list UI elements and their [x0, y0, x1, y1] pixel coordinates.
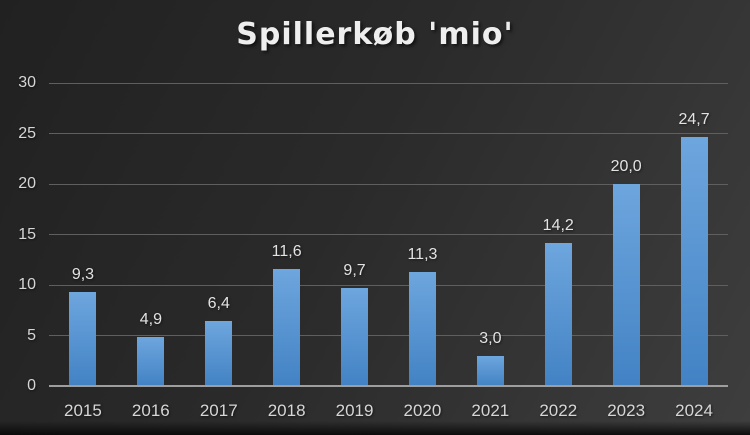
x-tick-label: 2022 [539, 401, 578, 420]
bar [273, 268, 301, 386]
gridline [49, 234, 728, 235]
y-tick-label: 10 [18, 276, 36, 293]
x-tick-label: 2023 [607, 401, 646, 420]
x-tick-label: 2020 [403, 401, 442, 420]
bar [205, 321, 233, 386]
bar-value-label: 24,7 [678, 110, 710, 128]
x-tick-label: 2019 [335, 401, 374, 420]
bottom-shade-decoration [0, 421, 750, 435]
y-tick-label: 0 [27, 377, 36, 394]
gridline [49, 183, 728, 185]
bar-value-label: 9,7 [343, 262, 366, 280]
bar [408, 271, 436, 386]
x-tick-label: 2016 [131, 401, 170, 420]
bar-value-label: 4,9 [139, 310, 162, 328]
bar [476, 355, 504, 386]
bar [544, 242, 572, 386]
bar-value-label: 20,0 [610, 158, 642, 175]
bar-value-label: 6,4 [207, 295, 230, 313]
x-axis-line [49, 385, 728, 387]
bar [680, 136, 708, 386]
chart-title: Spillerkøb 'mio' [236, 17, 514, 52]
x-tick-label: 2017 [199, 401, 238, 420]
bar [69, 292, 97, 386]
x-tick-label: 2021 [471, 401, 510, 420]
bar [341, 288, 369, 386]
bar-value-label: 14,2 [542, 216, 574, 234]
y-tick-label: 20 [18, 175, 36, 192]
y-tick-label: 15 [18, 225, 36, 243]
gridline [49, 133, 728, 134]
bar [137, 336, 165, 386]
gridline [49, 284, 728, 286]
plot-area: 9,3 4,9 6,4 11,6 9,7 11,3 3,0 14,2 20,0 24,7 [49, 82, 728, 387]
x-tick-label: 2024 [675, 401, 713, 420]
bar-value-label: 11,6 [271, 242, 302, 260]
bar-value-label: 9,3 [71, 266, 95, 284]
gridline [49, 82, 728, 84]
bar-value-label: 11,3 [407, 245, 438, 263]
y-tick-label: 25 [18, 124, 36, 142]
gridline [49, 335, 728, 336]
x-tick-label: 2018 [267, 401, 306, 420]
bar-value-label: 3,0 [479, 329, 502, 347]
y-tick-label: 30 [18, 74, 36, 91]
y-tick-label: 5 [27, 326, 36, 344]
x-tick-label: 2015 [64, 401, 102, 420]
bar [612, 184, 640, 386]
